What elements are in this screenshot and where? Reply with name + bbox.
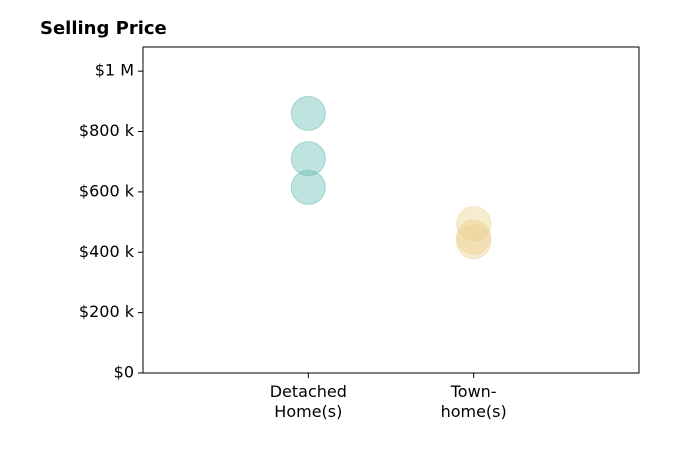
y-tick-label: $0 bbox=[114, 363, 134, 382]
chart-title: Selling Price bbox=[40, 18, 167, 39]
plot-frame bbox=[142, 46, 640, 374]
point bbox=[456, 219, 492, 255]
y-tick-label: $1 M bbox=[95, 61, 134, 80]
y-tick-label: $200 k bbox=[79, 302, 135, 321]
point bbox=[290, 95, 326, 131]
x-tick-label: Town- home(s) bbox=[440, 382, 507, 421]
point bbox=[456, 224, 492, 260]
x-tick-label: Detached Home(s) bbox=[269, 382, 347, 421]
y-tick-label: $800 k bbox=[79, 121, 135, 140]
point bbox=[456, 206, 492, 242]
y-tick-label: $600 k bbox=[79, 181, 135, 200]
point bbox=[290, 141, 326, 177]
y-tick-label: $400 k bbox=[79, 242, 135, 261]
point bbox=[290, 169, 326, 205]
